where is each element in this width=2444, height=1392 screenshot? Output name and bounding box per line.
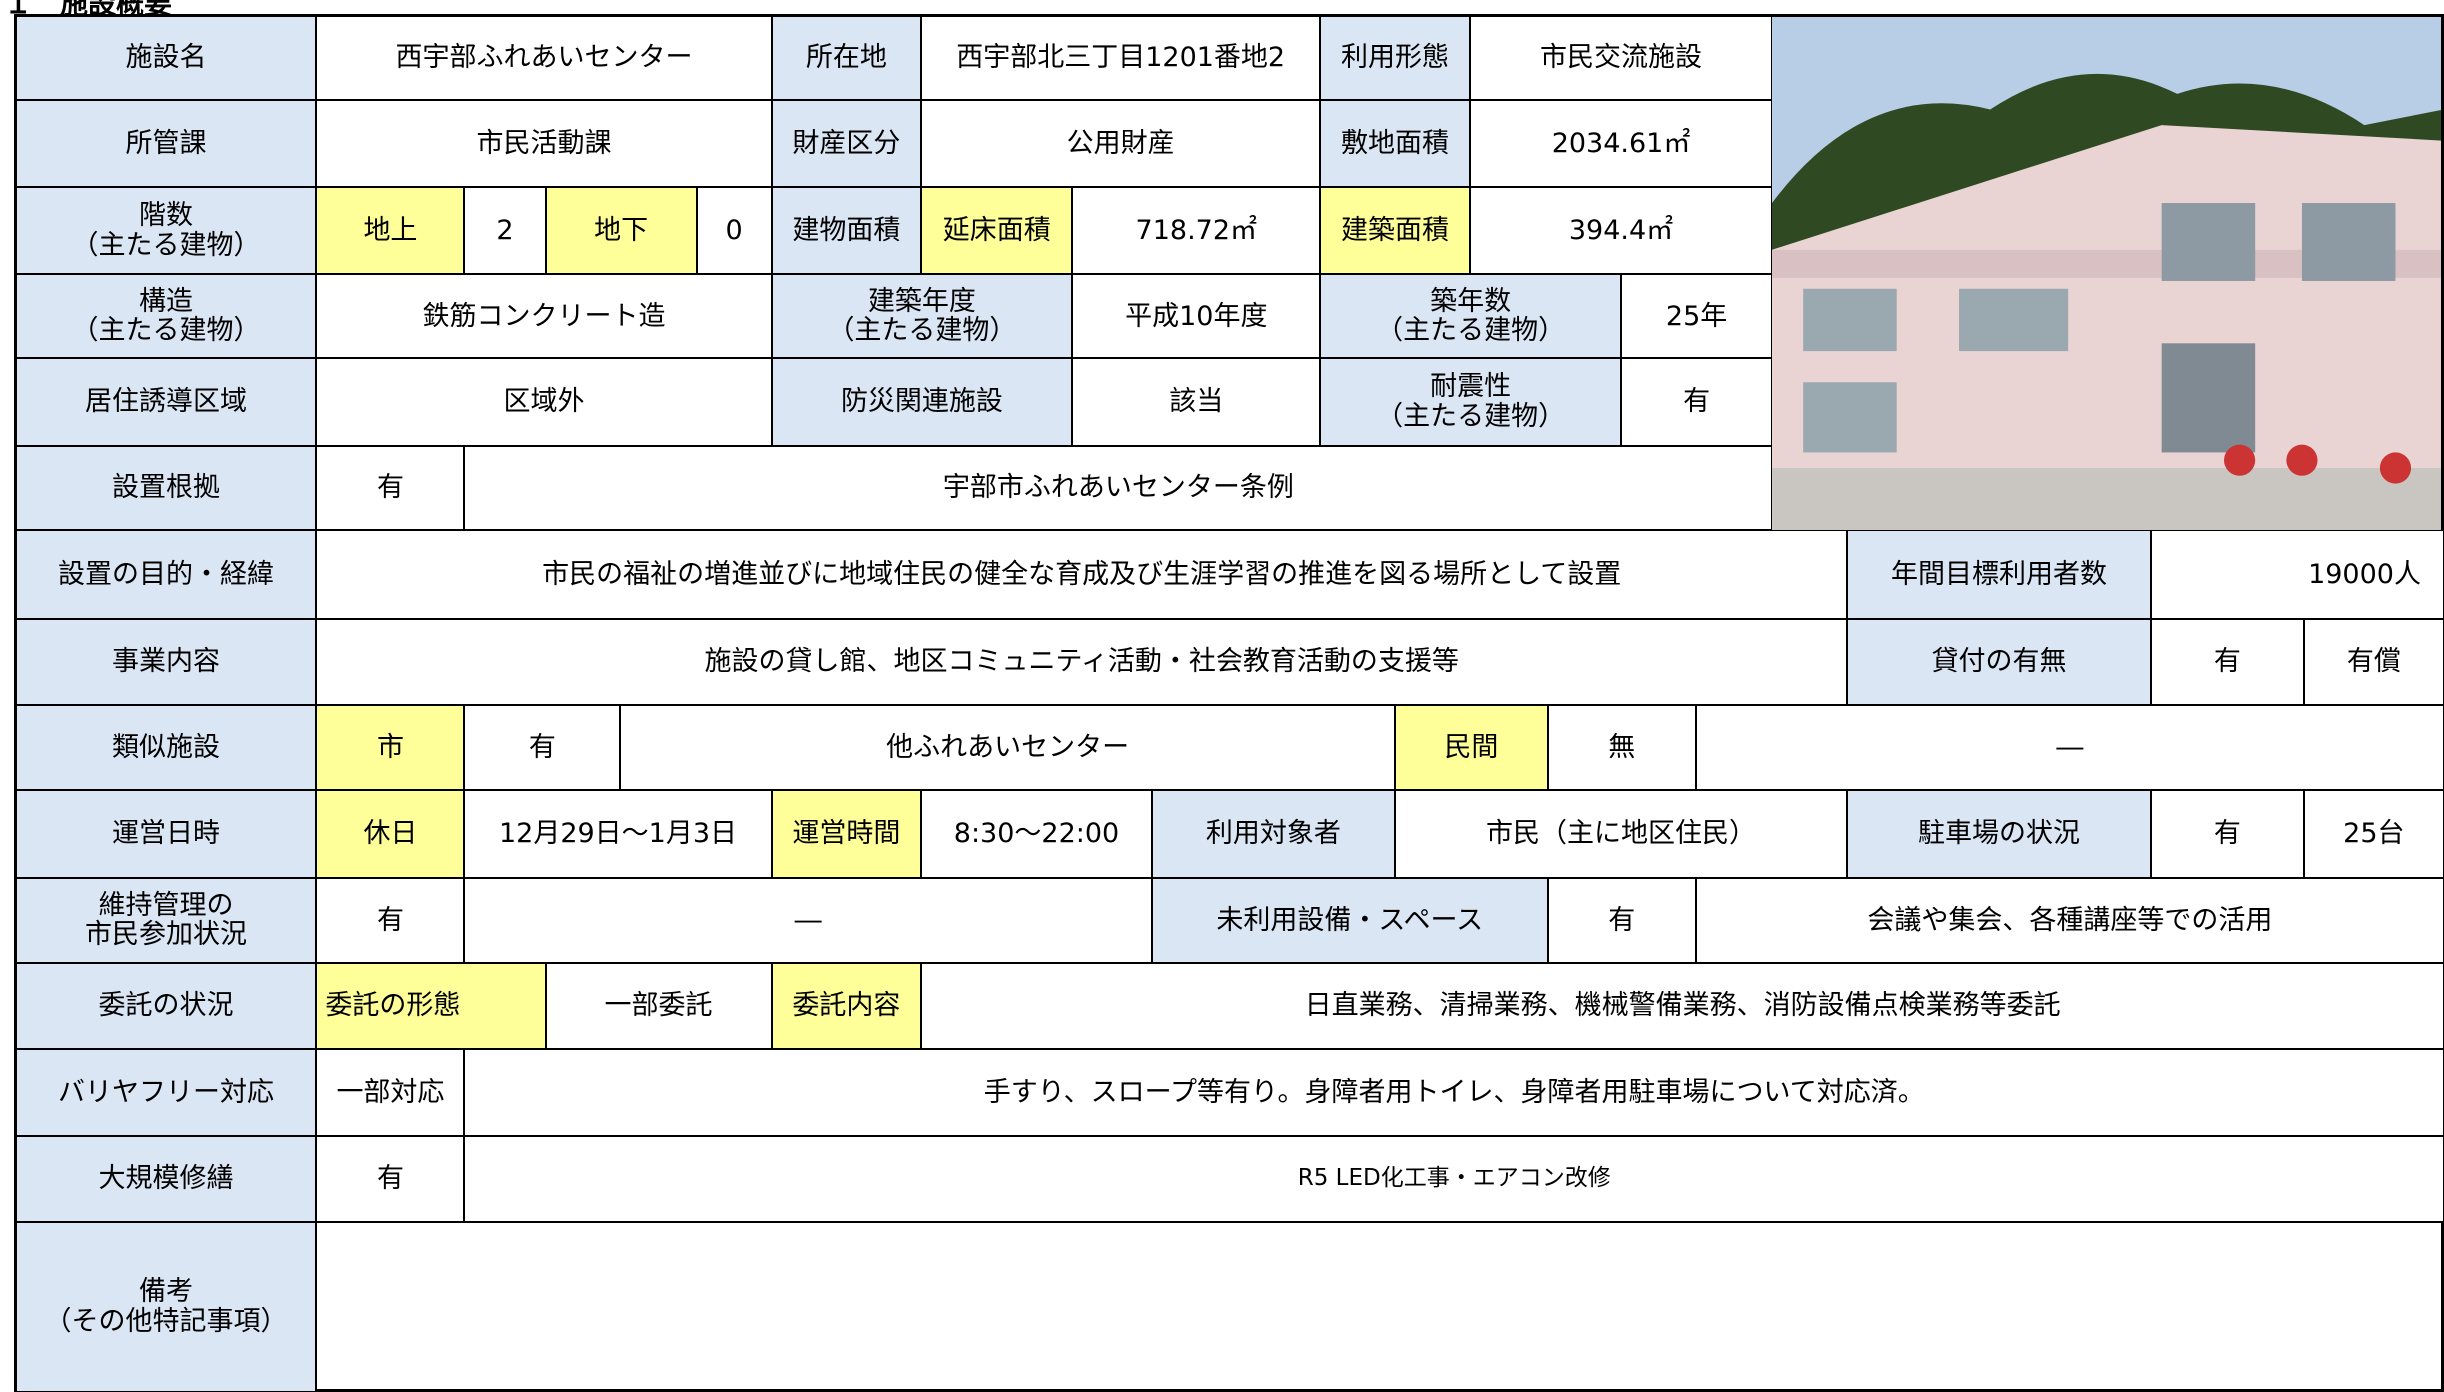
value-cell: 12月29日～1月3日 — [464, 790, 772, 878]
value-cell: 有 — [316, 877, 465, 964]
label-cell: 建築年度 （主たる建物） — [771, 274, 1073, 359]
label-cell: 設置根拠 — [15, 445, 317, 530]
label-cell: 施設名 — [15, 15, 317, 100]
value-cell: 市民の福祉の増進並びに地域住民の健全な育成及び生涯学習の推進を図る場所として設置 — [316, 529, 1848, 619]
label-cell: 休日 — [316, 790, 465, 878]
value-cell: 公用財産 — [921, 99, 1321, 188]
label-cell: 備考 （その他特記事項） — [15, 1222, 317, 1392]
value-cell: 市民（主に地区住民） — [1395, 790, 1847, 878]
label-cell: 事業内容 — [15, 618, 317, 705]
value-cell: 2 — [464, 187, 546, 275]
label-cell: 維持管理の 市民参加状況 — [15, 877, 317, 964]
label-cell: 居住誘導区域 — [15, 358, 317, 446]
value-cell: 一部対応 — [316, 1048, 465, 1137]
value-cell: 8:30～22:00 — [921, 790, 1152, 878]
value-cell: 区域外 — [316, 358, 772, 446]
label-cell: 年間目標利用者数 — [1847, 529, 2151, 619]
value-cell: 市民活動課 — [316, 99, 772, 188]
label-cell: 利用形態 — [1320, 15, 1470, 100]
label-cell: 駐車場の状況 — [1847, 790, 2151, 878]
value-cell: 会議や集会、各種講座等での活用 — [1695, 877, 2444, 964]
value-cell: 有 — [1621, 358, 1773, 446]
value-cell: 2034.61㎡ — [1469, 99, 1773, 188]
label-cell: 敷地面積 — [1320, 99, 1470, 188]
value-cell: R5 LED化工事・エアコン改修 — [464, 1136, 2444, 1222]
value-cell: 他ふれあいセンター — [620, 704, 1395, 791]
label-cell: 運営時間 — [771, 790, 922, 878]
value-cell: 718.72㎡ — [1072, 187, 1321, 275]
label-cell: 建物面積 — [771, 187, 922, 275]
value-cell: 一部委託 — [545, 963, 772, 1049]
value-cell: 25年 — [1621, 274, 1773, 359]
value-cell: 有 — [2150, 618, 2304, 705]
label-cell: 運営日時 — [15, 790, 317, 878]
label-cell: 設置の目的・経緯 — [15, 529, 317, 619]
label-cell: 階数 （主たる建物） — [15, 187, 317, 275]
value-cell: 市民交流施設 — [1469, 15, 1773, 100]
value-cell: 該当 — [1072, 358, 1321, 446]
value-cell: ― — [464, 877, 1152, 964]
value-cell: 有 — [316, 1136, 465, 1222]
value-cell: 施設の貸し館、地区コミュニティ活動・社会教育活動の支援等 — [316, 618, 1848, 705]
label-cell: 委託の状況 — [15, 963, 317, 1049]
label-cell: 貸付の有無 — [1847, 618, 2151, 705]
label-cell: 防災関連施設 — [771, 358, 1073, 446]
value-cell: 宇部市ふれあいセンター条例 — [464, 445, 1773, 530]
label-cell: 延床面積 — [921, 187, 1073, 275]
label-cell: 構造 （主たる建物） — [15, 274, 317, 359]
label-cell: バリヤフリー対応 — [15, 1048, 317, 1137]
value-cell: 無 — [1547, 704, 1696, 791]
value-cell: 西宇部ふれあいセンター — [316, 15, 772, 100]
value-cell: 日直業務、清掃業務、機械警備業務、消防設備点検業務等委託 — [921, 963, 2444, 1049]
value-cell: 19000人 — [2150, 529, 2444, 619]
label-cell: 委託の形態 — [316, 963, 546, 1049]
label-cell: 地上 — [316, 187, 465, 275]
value-cell: 25台 — [2303, 790, 2444, 878]
value-cell: 有償 — [2303, 618, 2444, 705]
value-cell: 鉄筋コンクリート造 — [316, 274, 772, 359]
label-cell: 財産区分 — [771, 99, 922, 188]
label-cell: 所管課 — [15, 99, 317, 188]
value-cell: 有 — [464, 704, 621, 791]
value-cell: 西宇部北三丁目1201番地2 — [921, 15, 1321, 100]
value-cell: 有 — [1547, 877, 1696, 964]
label-cell: 耐震性 （主たる建物） — [1320, 358, 1621, 446]
label-cell: 委託内容 — [771, 963, 922, 1049]
value-cell: 有 — [316, 445, 465, 530]
value-cell: 有 — [2150, 790, 2304, 878]
value-cell: 手すり、スロープ等有り。身障者用トイレ、身障者用駐車場について対応済。 — [464, 1048, 2444, 1137]
facility-photo — [1772, 15, 2444, 530]
label-cell: 大規模修繕 — [15, 1136, 317, 1222]
label-cell: 類似施設 — [15, 704, 317, 791]
label-cell: 建築面積 — [1320, 187, 1470, 275]
value-cell: ― — [1695, 704, 2444, 791]
label-cell: 利用対象者 — [1151, 790, 1395, 878]
remarks-blank — [316, 1222, 2444, 1392]
label-cell: 未利用設備・スペース — [1151, 877, 1548, 964]
label-cell: 民間 — [1395, 704, 1548, 791]
value-cell: 平成10年度 — [1072, 274, 1321, 359]
label-cell: 地下 — [545, 187, 697, 275]
label-cell: 市 — [316, 704, 465, 791]
label-cell: 所在地 — [771, 15, 922, 100]
value-cell: 394.4㎡ — [1469, 187, 1773, 275]
value-cell: 0 — [696, 187, 772, 275]
label-cell: 築年数 （主たる建物） — [1320, 274, 1621, 359]
